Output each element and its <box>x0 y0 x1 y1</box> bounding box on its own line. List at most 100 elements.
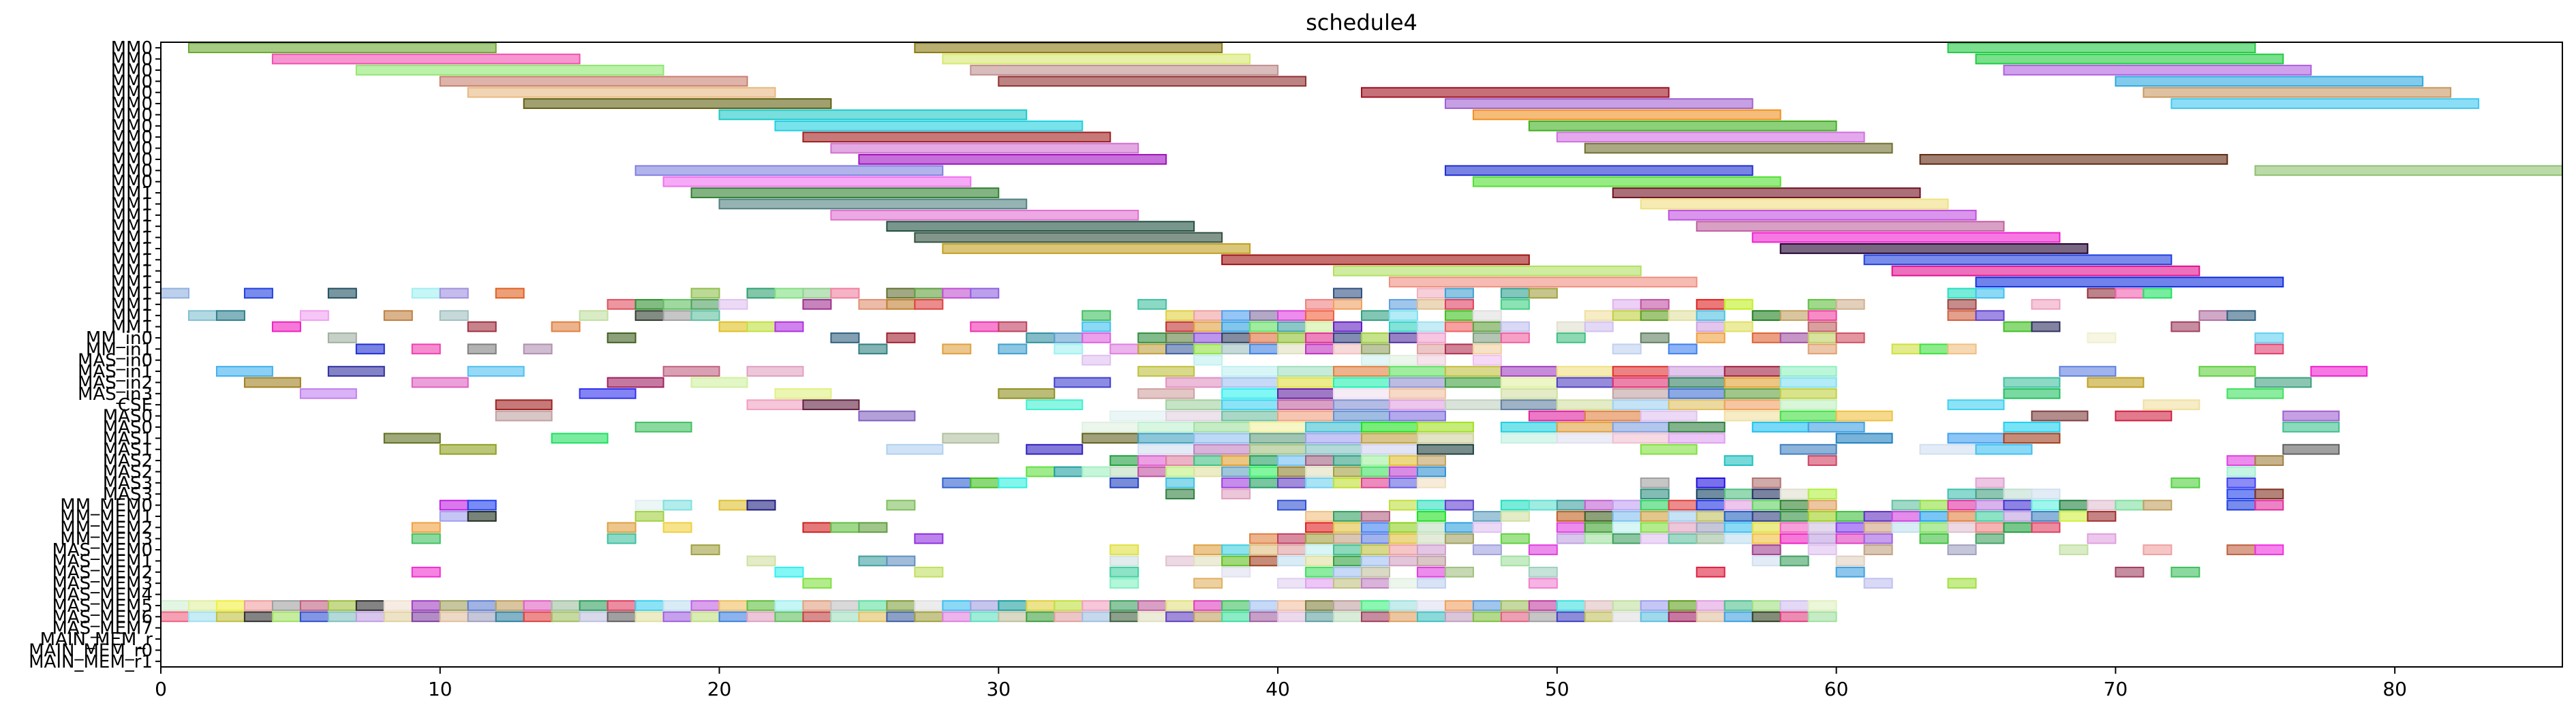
task-bar <box>1500 366 1558 377</box>
task-bar <box>718 321 748 332</box>
task-bar <box>1640 443 1698 455</box>
task-bar <box>1277 466 1307 478</box>
y-tick-label: MAS1 <box>103 428 153 449</box>
y-tick-label: MM0 <box>111 150 153 170</box>
task-bar <box>1723 321 1753 332</box>
task-bar <box>1444 600 1474 611</box>
task-bar <box>439 511 469 522</box>
task-bar <box>1333 377 1390 388</box>
task-bar <box>1472 354 1502 366</box>
task-bar <box>998 343 1028 355</box>
task-bar <box>1668 522 1698 533</box>
task-bar <box>1361 522 1390 533</box>
task-bar <box>299 388 357 399</box>
y-tick-label: MM1 <box>111 194 153 215</box>
task-bar <box>1975 287 2005 299</box>
task-bar <box>1612 388 1670 399</box>
task-bar <box>1779 310 1809 322</box>
task-bar <box>2143 544 2173 555</box>
task-bar <box>662 176 972 187</box>
task-bar <box>439 310 469 322</box>
task-bar <box>1500 287 1530 299</box>
task-bar <box>1388 555 1418 567</box>
task-bar <box>1723 600 1753 611</box>
task-bar <box>160 287 189 299</box>
task-bar <box>523 600 553 611</box>
task-bar <box>1109 611 1139 623</box>
y-tick-label: MAIN_MEM_r1 <box>29 652 153 672</box>
task-bar <box>1612 611 1642 623</box>
task-bar <box>1333 265 1642 277</box>
task-bar <box>1277 343 1307 355</box>
task-bar <box>1612 522 1642 533</box>
task-bar <box>1556 321 1586 332</box>
task-bar <box>1333 578 1363 589</box>
task-bar <box>1751 611 1781 623</box>
task-bar <box>1444 566 1474 578</box>
task-bar <box>1249 477 1279 488</box>
task-bar <box>1333 343 1363 355</box>
task-bar <box>690 600 720 611</box>
y-tick-label: MAS_MEM1 <box>52 551 153 572</box>
task-bar <box>1584 142 1893 154</box>
task-bar <box>1305 533 1335 544</box>
task-bar <box>1109 466 1139 478</box>
task-bar <box>2226 388 2284 399</box>
task-bar <box>1863 522 1893 533</box>
task-bar <box>1165 310 1195 322</box>
task-bar <box>607 533 637 544</box>
y-tick-label: MAS_MEM0 <box>52 540 153 561</box>
task-bar <box>2115 566 2145 578</box>
task-bar <box>1975 443 2033 455</box>
task-bar <box>271 611 301 623</box>
task-bar <box>1891 499 1921 511</box>
task-bar <box>1444 377 1502 388</box>
task-bar <box>1388 499 1418 511</box>
task-bar <box>1082 310 1111 322</box>
y-tick-label: MM0 <box>111 50 153 70</box>
task-bar <box>1333 511 1363 522</box>
task-bar <box>1193 332 1223 343</box>
task-bar <box>774 566 804 578</box>
task-bar <box>2031 410 2089 422</box>
task-bar <box>1249 533 1279 544</box>
task-bar <box>1277 310 1307 322</box>
task-bar <box>2143 87 2452 98</box>
task-bar <box>1612 187 1921 198</box>
task-bar <box>886 221 1195 232</box>
task-bar <box>467 511 497 522</box>
y-tick-label: MM_MEM2 <box>60 518 153 538</box>
task-bar <box>467 611 497 623</box>
task-bar <box>802 298 832 310</box>
task-bar <box>1221 388 1279 399</box>
task-bar <box>1807 332 1837 343</box>
task-bar <box>830 287 860 299</box>
task-bar <box>1696 533 1726 544</box>
task-bar <box>1277 455 1307 466</box>
task-bar <box>215 600 245 611</box>
task-bar <box>1975 533 2005 544</box>
task-bar <box>1556 611 1586 623</box>
task-bar <box>1612 422 1670 433</box>
task-bar <box>1751 310 1781 322</box>
task-bar <box>690 187 1000 198</box>
task-bar <box>2226 455 2256 466</box>
task-bar <box>299 600 329 611</box>
task-bar <box>1696 298 1726 310</box>
y-tick-label: MM_in1 <box>86 339 153 360</box>
task-bar <box>1416 566 1446 578</box>
y-tick-label: MAS0 <box>103 407 153 427</box>
task-bar <box>1947 42 2256 54</box>
task-bar <box>1305 298 1335 310</box>
task-bar <box>802 600 832 611</box>
task-bar <box>1193 310 1223 322</box>
task-bar <box>1947 578 1977 589</box>
task-bar <box>1249 433 1307 444</box>
task-bar <box>1640 332 1670 343</box>
x-tick-label: 60 <box>1824 678 1849 700</box>
task-bar <box>1333 544 1363 555</box>
task-bar <box>2226 310 2256 322</box>
task-bar <box>1221 377 1279 388</box>
task-bar <box>2226 466 2256 478</box>
task-bar <box>243 287 273 299</box>
